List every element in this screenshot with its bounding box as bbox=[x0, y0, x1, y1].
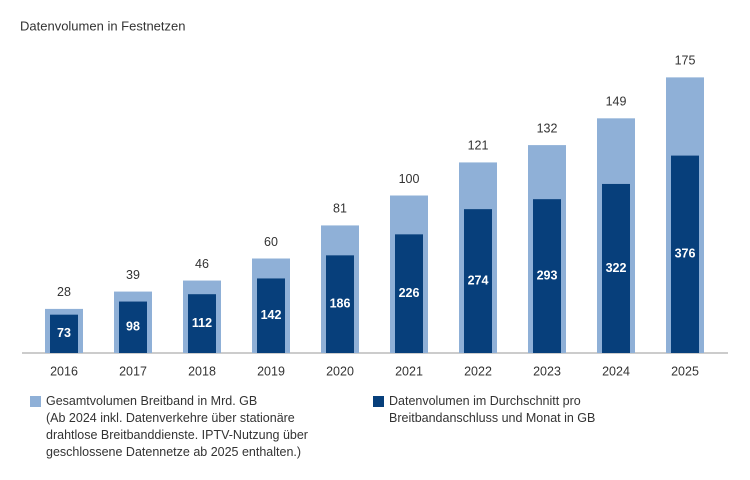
value-label: 226 bbox=[399, 286, 420, 300]
value-label: 142 bbox=[261, 308, 282, 322]
value-label: 322 bbox=[606, 261, 627, 275]
x-tick-label: 2019 bbox=[257, 364, 285, 378]
x-tick-label: 2017 bbox=[119, 364, 147, 378]
bar bbox=[671, 155, 699, 353]
value-label: 28 bbox=[57, 285, 71, 299]
value-label: 186 bbox=[330, 296, 351, 310]
legend-label: Gesamtvolumen Breitband in Mrd. GB bbox=[46, 394, 258, 408]
chart-title: Datenvolumen in Festnetzen bbox=[20, 18, 185, 33]
bar bbox=[50, 314, 78, 353]
value-label: 132 bbox=[537, 121, 558, 135]
value-label: 274 bbox=[468, 273, 489, 287]
value-label: 98 bbox=[126, 320, 140, 334]
x-tick-label: 2022 bbox=[464, 364, 492, 378]
bar bbox=[533, 199, 561, 353]
value-label: 46 bbox=[195, 257, 209, 271]
legend-swatch bbox=[30, 396, 41, 407]
bar bbox=[326, 255, 354, 353]
value-label: 81 bbox=[333, 202, 347, 216]
value-label: 293 bbox=[537, 268, 558, 282]
value-label: 100 bbox=[399, 172, 420, 186]
value-label: 121 bbox=[468, 139, 489, 153]
x-tick-label: 2020 bbox=[326, 364, 354, 378]
x-tick-label: 2024 bbox=[602, 364, 630, 378]
legend-label: Datenvolumen im Durchschnitt pro Breitba… bbox=[389, 394, 596, 425]
bar bbox=[188, 294, 216, 353]
value-label: 39 bbox=[126, 268, 140, 282]
x-tick-label: 2018 bbox=[188, 364, 216, 378]
value-label: 175 bbox=[675, 54, 696, 68]
value-label: 60 bbox=[264, 235, 278, 249]
legend-item: Gesamtvolumen Breitband in Mrd. GB (Ab 2… bbox=[30, 393, 330, 461]
bar bbox=[395, 234, 423, 353]
value-label: 73 bbox=[57, 326, 71, 340]
x-tick-label: 2021 bbox=[395, 364, 423, 378]
value-label: 376 bbox=[675, 247, 696, 261]
bar bbox=[602, 183, 630, 353]
bar bbox=[257, 278, 285, 353]
x-tick-label: 2023 bbox=[533, 364, 561, 378]
bar bbox=[464, 209, 492, 353]
x-tick-label: 2016 bbox=[50, 364, 78, 378]
legend-swatch bbox=[373, 396, 384, 407]
legend-note: (Ab 2024 inkl. Datenverkehre über statio… bbox=[46, 411, 308, 459]
legend-item: Datenvolumen im Durchschnitt pro Breitba… bbox=[373, 393, 633, 427]
bar bbox=[119, 301, 147, 353]
value-label: 112 bbox=[192, 316, 212, 330]
x-tick-label: 2025 bbox=[671, 364, 699, 378]
value-label: 149 bbox=[606, 95, 627, 109]
